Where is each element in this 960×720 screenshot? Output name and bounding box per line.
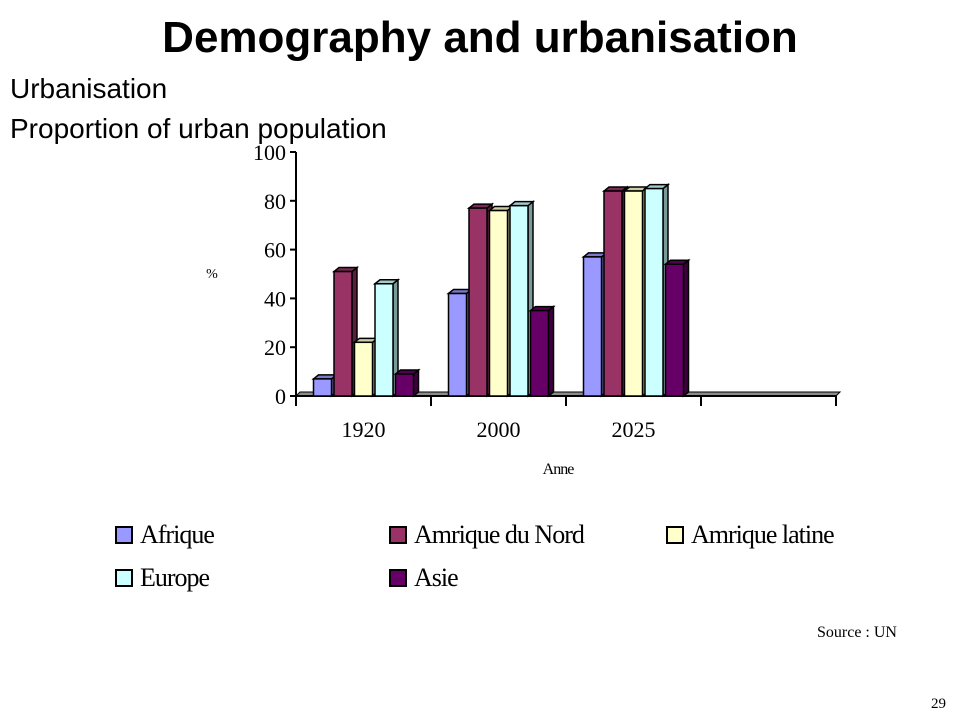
legend-item-afrique: Afrique [115, 520, 215, 550]
bar-amrique-latine-1920 [352, 336, 380, 398]
bar-europe-2000 [507, 200, 536, 398]
x-axis-label: Anne [543, 461, 575, 478]
legend-label-afrique: Afrique [140, 520, 215, 549]
bar-top-face [311, 374, 339, 380]
bar-side-face [351, 265, 358, 398]
bar-afrique-1920 [311, 373, 339, 398]
bar-side-face [465, 287, 473, 398]
chart-floor-plane [294, 391, 842, 397]
chart-subtitle-urbanisation: Urbanisation [10, 73, 168, 104]
bar-amrique-latine-2000 [487, 204, 515, 398]
bar-europe-1920 [372, 278, 401, 398]
x-tick-label: 2025 [612, 417, 656, 442]
legend-swatch-amrique-latine [666, 526, 684, 544]
bar-front-face [644, 187, 664, 397]
legend-item-europe: Europe [115, 563, 210, 593]
bar-afrique-2000 [446, 287, 474, 398]
bar-amrique-du-nord-2025 [601, 185, 630, 398]
bar-front-face [603, 190, 623, 397]
bar-amrique-du-nord-1920 [331, 265, 360, 398]
bar-afrique-2025 [581, 251, 609, 398]
bar-top-face [622, 186, 650, 192]
legend-swatch-afrique [115, 526, 133, 544]
bar-amrique-du-nord-2000 [466, 202, 495, 398]
bar-top-face [663, 259, 691, 265]
bar-top-face [446, 288, 474, 295]
bar-top-face [528, 305, 556, 312]
bar-top-face [581, 252, 609, 258]
x-tick-label: 1920 [342, 417, 386, 442]
legend-label-amrique-du-nord: Amrique du Nord [414, 520, 585, 549]
y-tick-label: 60 [264, 238, 286, 263]
bar-side-face [682, 258, 690, 398]
legend-swatch-amrique-du-nord [389, 526, 407, 544]
bar-front-face [312, 378, 333, 397]
bar-side-face [412, 368, 420, 398]
chart-axes [290, 151, 837, 406]
bar-front-face [488, 209, 509, 397]
bar-front-face [374, 283, 394, 397]
chart-floor [294, 391, 842, 397]
bar-amrique-latine-2025 [622, 185, 650, 398]
bar-side-face [662, 183, 669, 398]
bar-front-face [468, 207, 488, 397]
bar-asie-2025 [663, 258, 691, 398]
bar-side-face [330, 373, 338, 398]
bar-front-face [623, 190, 644, 397]
y-tick-label: 80 [264, 189, 286, 214]
bar-front-face [509, 204, 529, 397]
bar-side-face [527, 200, 534, 398]
bar-side-face [506, 204, 514, 398]
y-tick-label: 40 [264, 286, 286, 311]
bar-side-face [486, 202, 493, 398]
bar-front-face [582, 256, 603, 397]
y-tick-label: 0 [275, 384, 286, 409]
bar-asie-1920 [393, 368, 421, 398]
slide-title: Demography and urbanisation [162, 13, 798, 62]
legend-item-asie: Asie [389, 563, 459, 593]
bar-top-face [331, 266, 360, 273]
bar-top-face [393, 369, 421, 375]
bar-top-face [601, 186, 630, 192]
bar-side-face [371, 336, 379, 398]
legend-label-europe: Europe [140, 563, 210, 592]
legend-label-asie: Asie [414, 563, 459, 592]
bar-top-face [642, 183, 671, 190]
bar-side-face [641, 185, 649, 398]
bar-top-face [487, 205, 515, 212]
legend-item-amrique-du-nord: Amrique du Nord [389, 520, 585, 550]
bar-top-face [372, 279, 401, 285]
y-axis-label: % [206, 267, 218, 282]
bar-front-face [333, 270, 353, 397]
chart-title: Proportion of urban population [10, 113, 387, 144]
x-tick-label: 2000 [477, 417, 521, 442]
source-note: Source : UN [817, 624, 897, 641]
bar-asie-2000 [528, 305, 556, 398]
y-tick-label: 20 [264, 335, 286, 360]
page-number: 29 [931, 696, 946, 712]
bar-front-face [529, 309, 550, 397]
bar-top-face [507, 200, 536, 207]
legend-item-amrique-latine: Amrique latine [666, 520, 835, 550]
bar-front-face [353, 341, 374, 397]
bar-europe-2025 [642, 183, 671, 398]
legend-label-amrique-latine: Amrique latine [691, 520, 835, 549]
bar-side-face [600, 251, 608, 398]
bar-front-face [394, 373, 415, 397]
bar-side-face [547, 305, 555, 398]
bar-top-face [352, 337, 380, 344]
bar-top-face [466, 203, 495, 209]
legend-swatch-asie [389, 569, 407, 587]
bar-side-face [621, 185, 628, 398]
chart-bars [311, 183, 691, 398]
bar-front-face [447, 292, 468, 397]
bar-side-face [392, 278, 399, 398]
bar-front-face [664, 263, 685, 397]
legend-swatch-europe [115, 569, 133, 587]
